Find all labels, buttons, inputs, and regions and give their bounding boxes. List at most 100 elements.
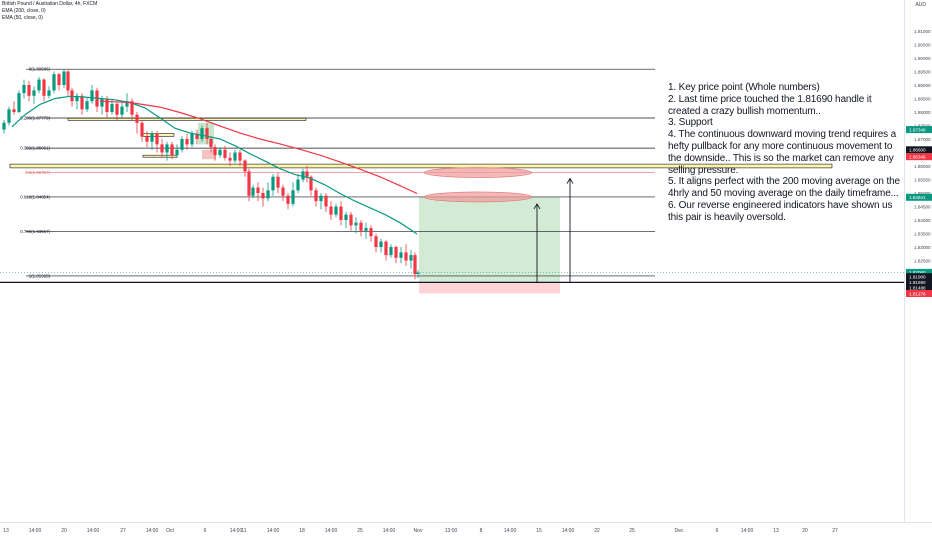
candle-body [170,144,174,156]
y-tick-label: 1.83000 [914,245,931,250]
x-tick-label: 14:00 [325,528,338,534]
price-tag-label: 1.81900 [909,275,926,280]
price-tag [906,284,932,292]
candle-body [359,222,363,231]
x-tick-label: 20 [802,528,808,534]
candle-body [160,144,164,153]
candle-body [266,190,270,199]
candle-body [22,85,26,94]
x-tick-label: 15 [536,528,542,534]
candle-body [309,176,313,191]
candle-body [140,122,144,137]
candle-body [62,71,66,85]
candle-body [218,149,222,156]
candle-body [334,206,338,215]
candle-body [205,128,209,139]
candle-body [213,147,217,156]
candle-body [301,171,305,180]
fib-level-label: 0.786(1.83567) [20,229,50,234]
candle-body [52,74,56,91]
fib-level-label: 0.5(1.85757) [25,170,50,175]
candle-body [2,122,6,130]
candle-body [12,109,16,112]
fib-level-label: 0.236(1.87779) [20,115,50,120]
x-tick-label: 18 [299,528,305,534]
target-ellipse [423,167,533,178]
x-tick-label: 14:00 [741,528,754,534]
candle-body [180,139,184,150]
x-tick-label: 27 [120,528,126,534]
x-tick-label: 14:00 [29,528,42,534]
x-tick-label: 27 [832,528,838,534]
price-tag-label: 1.86600 [909,148,926,153]
y-tick-label: 1.87500 [914,124,931,129]
price-tag [906,193,932,201]
candle-body [369,228,373,237]
y-tick-label: 1.90500 [914,43,931,48]
candle-body [165,144,169,153]
y-tick-label: 1.85500 [914,178,931,183]
candle-body [374,236,378,247]
small-zone [67,117,307,121]
fib-level-label: 0(1.89586) [29,67,51,72]
resistance-zone [9,163,833,169]
candle-body [228,157,232,161]
candle-body [42,79,46,96]
candle-body [155,133,159,145]
x-tick-label: 14:00 [562,528,575,534]
candle-body [47,90,51,96]
candle-body [80,95,84,110]
x-tick-label: 25 [629,528,635,534]
y-tick-label: 1.91000 [914,29,931,34]
candle-body [110,103,114,112]
candle-body [329,206,333,215]
candle-body [344,214,348,220]
pullback-red-box [202,149,216,160]
x-tick-label: 13:00 [445,528,458,534]
candle-body [75,95,79,102]
candle-body [125,101,129,107]
x-tick-label: 13 [3,528,9,534]
y-tick-label: 1.88500 [914,97,931,102]
candle-body [209,139,213,148]
price-tag-label: 1.81488 [909,286,926,291]
candle-body [286,195,290,204]
candle-body [7,109,11,123]
x-tick-label: 11 [241,528,246,534]
ema50-legend: EMA (50, close, 0) [2,15,43,21]
candle-body [238,152,242,161]
x-tick-label: Nov [414,528,423,534]
candle-body [223,149,227,158]
fib-level-label: 0.382(1.86661) [20,146,50,151]
price-tag [906,153,932,161]
candle-body [37,79,41,91]
ema-50-line [11,95,418,235]
candle-body [90,90,94,102]
x-tick-label: Oct [166,528,174,534]
candle-body [404,252,408,261]
y-tick-label: 1.82500 [914,259,931,264]
candle-body [70,90,74,102]
price-tag-label: 1.81690 [909,280,926,285]
candle-body [190,133,194,145]
candle-body [247,171,251,196]
candle-body [233,152,237,161]
candle-body [150,133,154,142]
candle-body [364,228,368,231]
candle-body [32,90,36,96]
candle-body [394,247,398,258]
y-tick-label: 1.89000 [914,83,931,88]
y-tick-label: 1.84000 [914,218,931,223]
candle-body [384,241,388,256]
x-tick-label: 22 [594,528,600,534]
y-tick-label: 1.85000 [914,191,931,196]
price-tag-label: 1.81278 [909,291,926,296]
stop-zone [419,282,560,294]
candle-body [379,241,383,247]
candle-body [175,149,179,156]
y-tick-label: 1.83500 [914,232,931,237]
candle-body [135,114,139,123]
arrow-to-target-2-head [566,177,574,184]
